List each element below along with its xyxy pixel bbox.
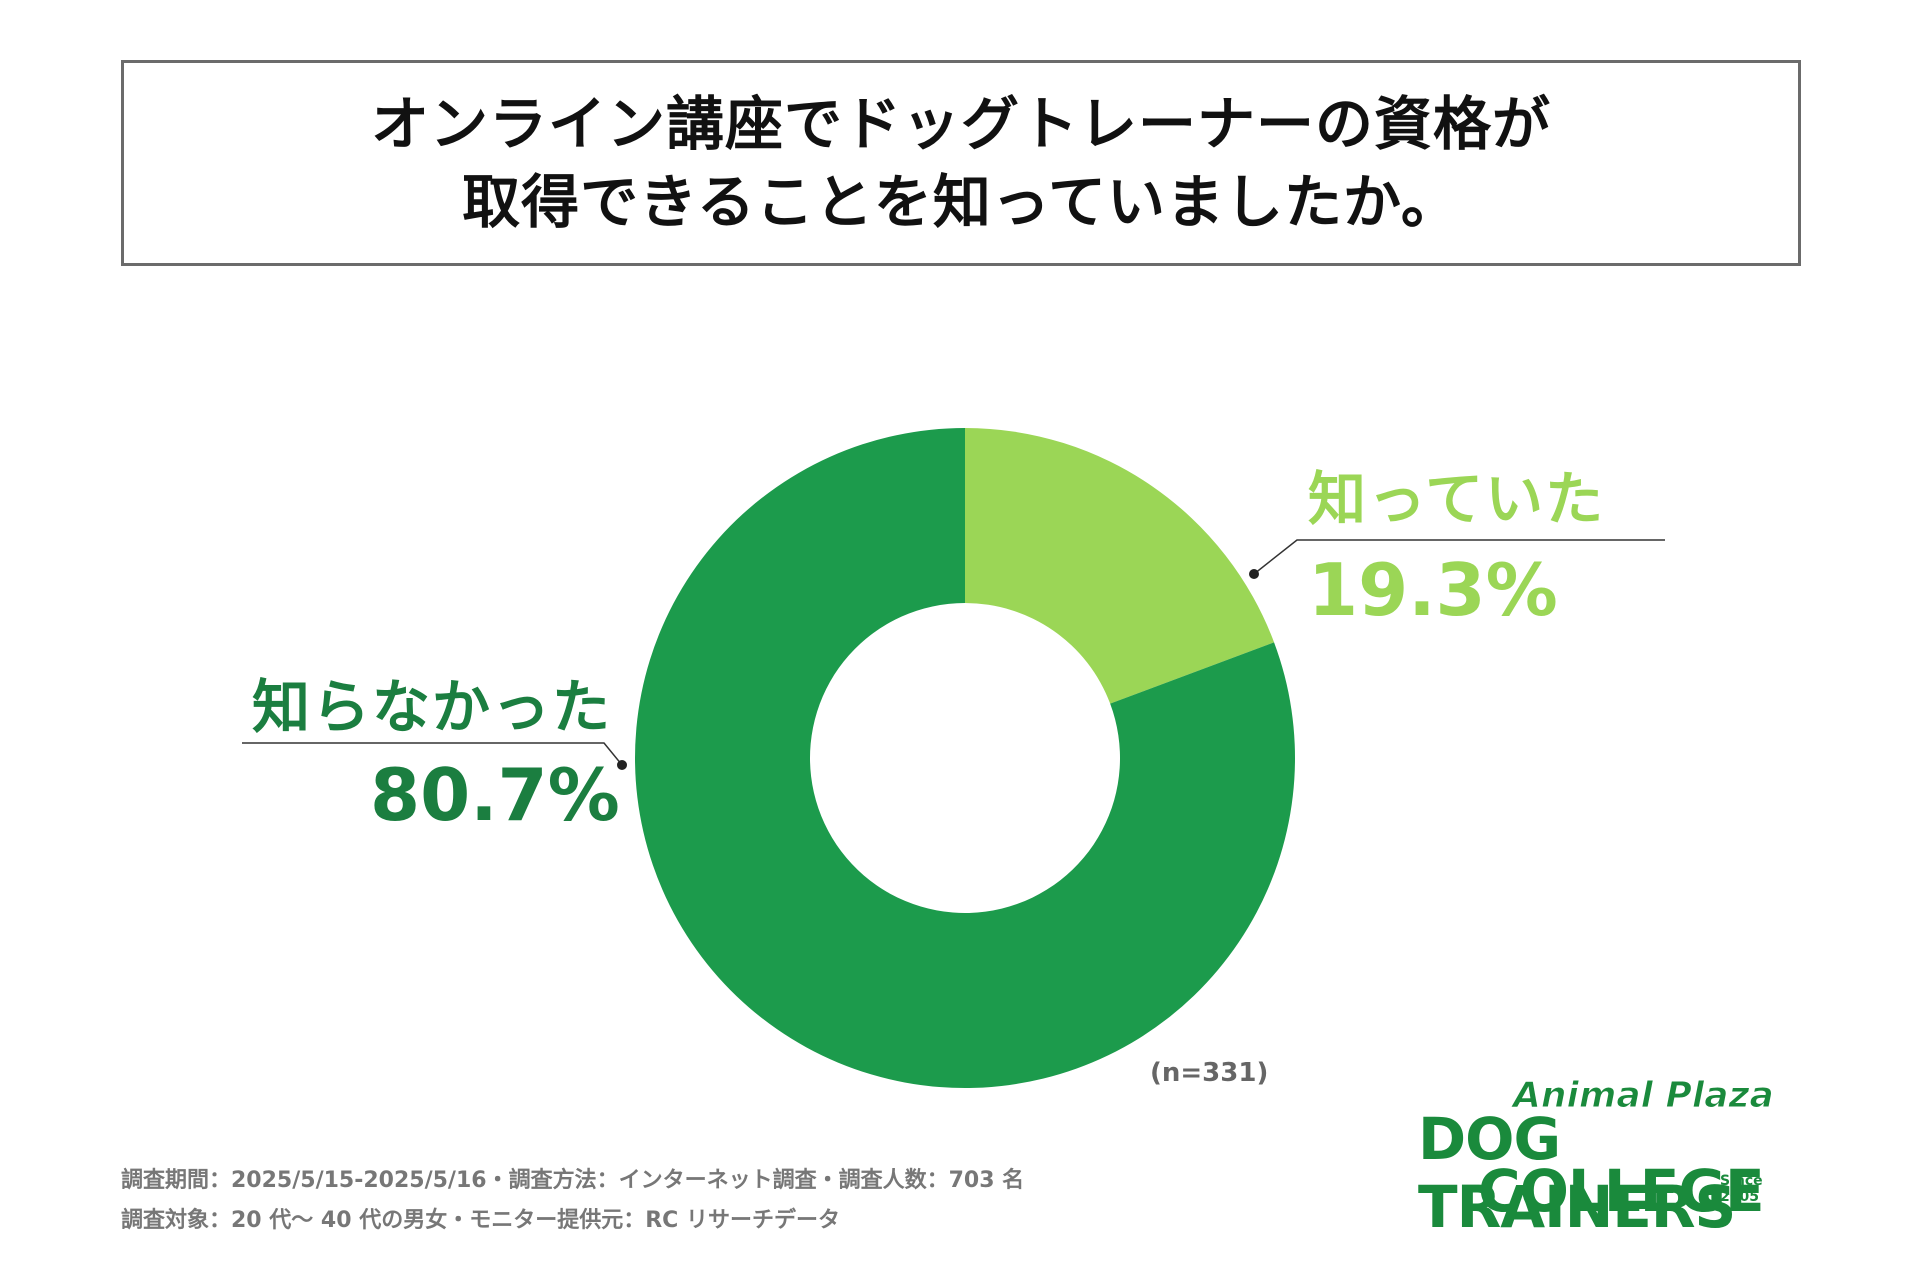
leader-line-unknown-dot	[617, 760, 627, 770]
logo-since-text: Since 2005	[1720, 1173, 1763, 1205]
label-known-name: 知っていた	[1308, 465, 1606, 533]
brand-logo: Animal Plaza DOG TRAINERS COLLEGE Since …	[1418, 1075, 1788, 1242]
sample-size-note: (n=331)	[1150, 1058, 1269, 1088]
label-known-percent: 19.3%	[1308, 548, 1558, 632]
title-box: オンライン講座でドッグトレーナーの資格が 取得できることを知っていましたか。	[121, 60, 1801, 266]
footer-survey-target: 調査対象：20 代〜 40 代の男女・モニター提供元：RC リサーチデータ	[121, 1208, 840, 1233]
leader-line-known-dot	[1249, 569, 1259, 579]
title-line-1: オンライン講座でドッグトレーナーの資格が	[370, 90, 1551, 158]
logo-top-text: Animal Plaza	[1513, 1075, 1775, 1117]
footer-survey-info: 調査期間：2025/5/15-2025/5/16・調査方法：インターネット調査・…	[121, 1168, 1025, 1193]
leader-line-known	[1253, 539, 1665, 575]
logo-bottom-text: COLLEGE	[1478, 1157, 1765, 1225]
donut-slice-known	[965, 428, 1275, 704]
donut-slice-unknown	[635, 428, 1296, 1088]
leader-line-unknown	[242, 742, 623, 766]
title-line-2: 取得できることを知っていましたか。	[462, 168, 1460, 236]
label-unknown-percent: 80.7%	[370, 753, 620, 837]
logo-mid-text: DOG TRAINERS	[1418, 1105, 1736, 1241]
label-unknown-name: 知らなかった	[252, 673, 613, 741]
